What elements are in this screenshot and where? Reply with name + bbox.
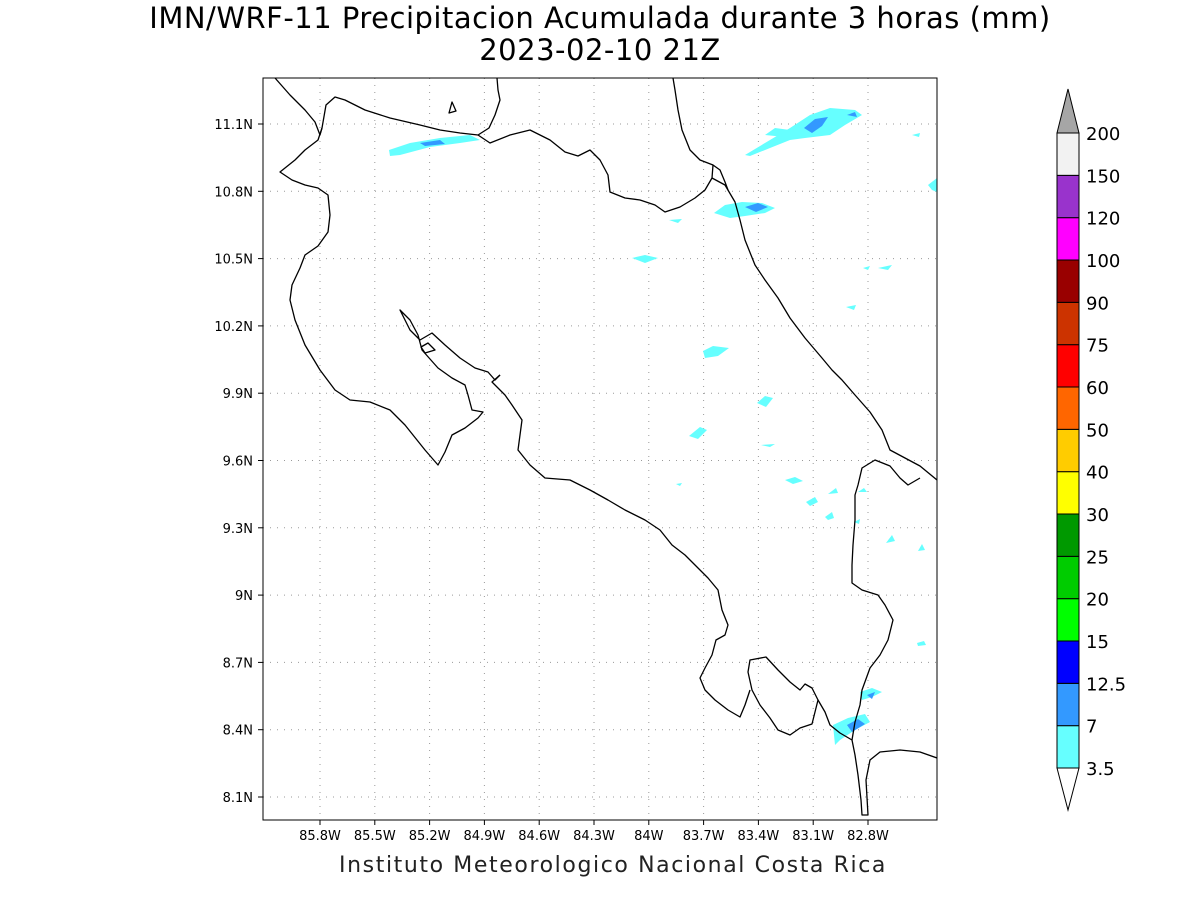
colorbar-swatch bbox=[1056, 386, 1080, 430]
footer-credit: Instituto Meteorologico Nacional Costa R… bbox=[339, 853, 887, 878]
lon-tick-label: 84W bbox=[634, 829, 664, 844]
colorbar-swatch bbox=[1056, 682, 1080, 727]
lat-tick-label: 10.5N bbox=[214, 253, 253, 268]
lon-tick-label: 85.5W bbox=[354, 829, 396, 844]
colorbar-level-label: 200 bbox=[1086, 124, 1120, 145]
cr-caribbean-coast bbox=[711, 177, 937, 481]
colorbar-level-label: 60 bbox=[1086, 378, 1109, 399]
colorbar-level-label: 12.5 bbox=[1086, 674, 1126, 695]
precip-medium-areas bbox=[420, 112, 875, 732]
lon-tick-label: 83.1W bbox=[792, 829, 834, 844]
map-frame bbox=[262, 77, 938, 821]
colorbar-legend: 3.5 7 12.5 15 20 25 30 40 50 60 75 90 100 120 150 200 bbox=[1056, 88, 1126, 812]
colorbar-swatch bbox=[1056, 174, 1080, 219]
lat-tick-label: 11.1N bbox=[214, 118, 253, 133]
longitude-labels: 85.8W 85.5W 85.2W 84.9W 84.6W 84.3W 84W 83.7W 83… bbox=[299, 829, 889, 844]
colorbar-swatch bbox=[1056, 640, 1080, 684]
colorbar-swatch bbox=[1056, 555, 1080, 600]
precipitation-areas bbox=[389, 108, 937, 745]
panama-border bbox=[851, 459, 921, 741]
precip-light-areas bbox=[389, 108, 937, 745]
lon-tick-label: 84.3W bbox=[573, 829, 615, 844]
lon-tick-label: 85.2W bbox=[409, 829, 451, 844]
cr-pacific-coast-central bbox=[491, 374, 751, 718]
small-island-north bbox=[448, 101, 457, 114]
lake-nicaragua-shore bbox=[279, 127, 501, 466]
colorbar-swatch bbox=[1056, 428, 1080, 473]
lat-tick-label: 8.7N bbox=[223, 656, 253, 671]
lon-tick-label: 83.7W bbox=[683, 829, 725, 844]
lon-tick-label: 84.9W bbox=[463, 829, 505, 844]
colorbar-level-label: 25 bbox=[1086, 547, 1109, 568]
colorbar-swatch bbox=[1056, 259, 1080, 303]
colorbar-level-label: 40 bbox=[1086, 463, 1109, 484]
golfo-dulce-coast bbox=[817, 699, 937, 816]
colorbar-level-label: 90 bbox=[1086, 293, 1109, 314]
latitude-labels: 11.1N 10.8N 10.5N 10.2N 9.9N 9.6N 9.3N 9N 8.7N 8.… bbox=[214, 118, 253, 806]
osa-peninsula bbox=[747, 656, 819, 736]
colorbar-swatch bbox=[1056, 217, 1080, 261]
lat-tick-label: 10.8N bbox=[214, 185, 253, 200]
nicaragua-caribbean-coast bbox=[672, 78, 714, 166]
colorbar-level-label: 7 bbox=[1086, 717, 1097, 738]
colorbar-swatch bbox=[1056, 344, 1080, 388]
lon-tick-label: 82.8W bbox=[847, 829, 889, 844]
map-title: IMN/WRF-11 Precipitacion Acumulada duran… bbox=[0, 2, 1200, 66]
colorbar-level-label: 15 bbox=[1086, 632, 1109, 653]
coastline-borders bbox=[274, 78, 937, 816]
nicaragua-cr-border bbox=[477, 129, 729, 213]
colorbar-level-label: 3.5 bbox=[1086, 759, 1115, 780]
colorbar-level-label: 30 bbox=[1086, 505, 1109, 526]
lon-tick-label: 85.8W bbox=[299, 829, 341, 844]
lat-tick-label: 9.3N bbox=[223, 522, 253, 537]
colorbar-level-label: 75 bbox=[1086, 336, 1109, 357]
lon-tick-label: 84.6W bbox=[518, 829, 560, 844]
colorbar-level-label: 100 bbox=[1086, 251, 1120, 272]
lat-tick-label: 10.2N bbox=[214, 320, 253, 335]
axis-ticks bbox=[258, 123, 869, 825]
colorbar-swatch bbox=[1056, 725, 1080, 769]
title-line-1: IMN/WRF-11 Precipitacion Acumulada duran… bbox=[149, 1, 1051, 35]
small-island-lake bbox=[420, 342, 436, 354]
lat-tick-label: 9N bbox=[235, 589, 253, 604]
lat-tick-label: 9.9N bbox=[223, 387, 253, 402]
colorbar-bottom-arrow bbox=[1056, 767, 1080, 812]
colorbar-level-label: 150 bbox=[1086, 166, 1120, 187]
lon-tick-label: 83.4W bbox=[737, 829, 779, 844]
map-gridlines bbox=[263, 78, 937, 820]
colorbar-swatch bbox=[1056, 301, 1080, 346]
colorbar-level-label: 50 bbox=[1086, 420, 1109, 441]
colorbar-swatch bbox=[1056, 598, 1080, 642]
colorbar-level-label: 20 bbox=[1086, 590, 1109, 611]
colorbar-top-arrow bbox=[1056, 88, 1080, 134]
colorbar-level-label: 120 bbox=[1086, 209, 1120, 230]
title-line-2: 2023-02-10 21Z bbox=[479, 33, 721, 67]
nicaragua-north-coast bbox=[274, 78, 501, 136]
colorbar-swatch bbox=[1056, 132, 1080, 176]
colorbar-swatch bbox=[1056, 513, 1080, 557]
lat-tick-label: 9.6N bbox=[223, 455, 253, 470]
lat-tick-label: 8.1N bbox=[223, 791, 253, 806]
lat-tick-label: 8.4N bbox=[223, 724, 253, 739]
colorbar-swatch bbox=[1056, 471, 1080, 515]
